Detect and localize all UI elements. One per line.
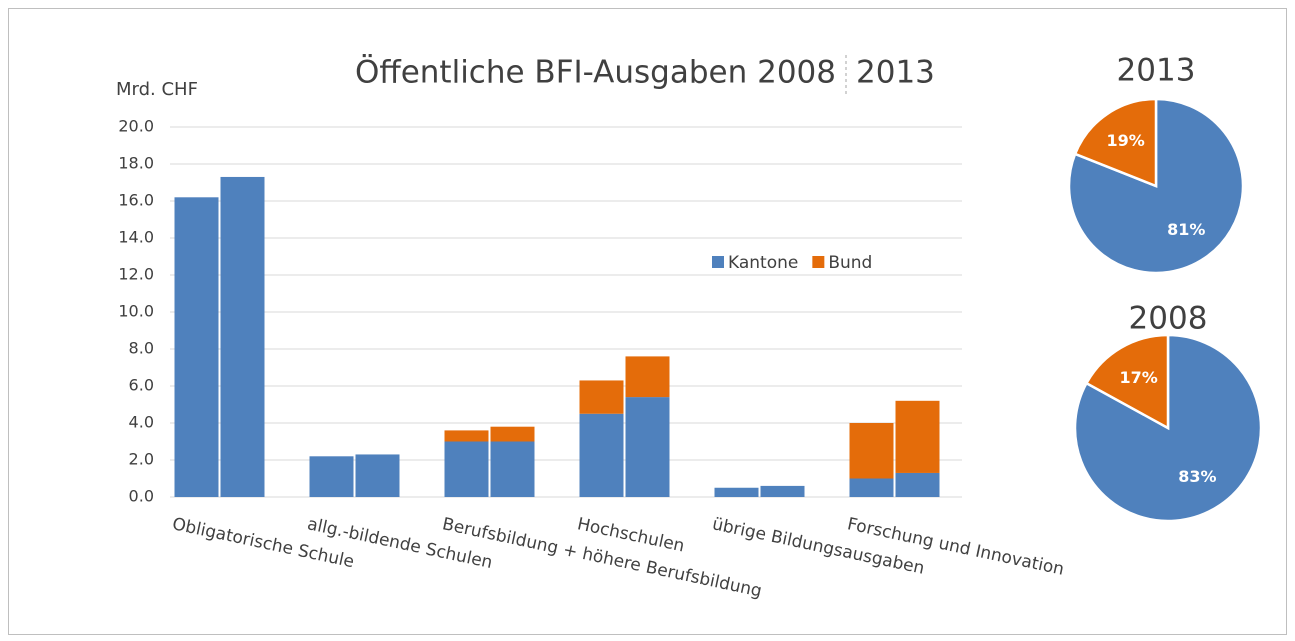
bar-segment bbox=[579, 380, 624, 414]
legend-swatch bbox=[712, 256, 724, 268]
y-tick-label: 12.0 bbox=[118, 265, 154, 284]
y-tick-label: 10.0 bbox=[118, 302, 154, 321]
pie-value-label: 17% bbox=[1120, 368, 1158, 387]
pie-value-label: 19% bbox=[1107, 131, 1145, 150]
y-tick-label: 16.0 bbox=[118, 191, 154, 210]
bar-segment bbox=[444, 430, 489, 442]
bar-segment bbox=[714, 487, 759, 497]
bar-segment bbox=[490, 441, 535, 497]
bar-segment bbox=[355, 454, 400, 497]
bar-segment bbox=[760, 485, 805, 497]
chart-title: Öffentliche BFI-Ausgaben 2008 bbox=[355, 54, 836, 91]
bar-segment bbox=[444, 441, 489, 497]
chart-title-second: 2013 bbox=[856, 55, 935, 91]
y-tick-label: 4.0 bbox=[129, 413, 154, 432]
legend-label: Bund bbox=[828, 253, 872, 273]
y-axis-label: Mrd. CHF bbox=[116, 79, 198, 100]
bar-segment bbox=[849, 478, 894, 497]
bar-segment bbox=[625, 356, 670, 398]
pie-title: 2008 bbox=[1129, 301, 1208, 337]
bar-segment bbox=[579, 413, 624, 497]
y-tick-label: 20.0 bbox=[118, 117, 154, 136]
bar-segment bbox=[625, 397, 670, 497]
y-tick-label: 18.0 bbox=[118, 154, 154, 173]
legend-swatch bbox=[812, 256, 825, 268]
y-tick-label: 2.0 bbox=[129, 450, 154, 469]
bar-segment bbox=[895, 472, 940, 497]
legend-label: Kantone bbox=[728, 253, 798, 273]
pie-slice bbox=[1073, 97, 1158, 188]
pie-title: 2013 bbox=[1117, 53, 1196, 89]
pie-value-label: 81% bbox=[1167, 220, 1205, 239]
pie-value-label: 83% bbox=[1178, 467, 1216, 486]
y-tick-label: 6.0 bbox=[129, 376, 154, 395]
y-tick-label: 14.0 bbox=[118, 228, 154, 247]
bar-segment bbox=[895, 400, 940, 473]
y-tick-label: 8.0 bbox=[129, 339, 154, 358]
bar-segment bbox=[309, 456, 354, 497]
y-tick-label: 0.0 bbox=[129, 487, 154, 506]
pie-slice bbox=[1084, 333, 1170, 431]
bar-segment bbox=[849, 423, 894, 479]
bar-segment bbox=[220, 176, 265, 497]
bar-segment bbox=[490, 426, 535, 442]
bar-segment bbox=[174, 197, 219, 498]
